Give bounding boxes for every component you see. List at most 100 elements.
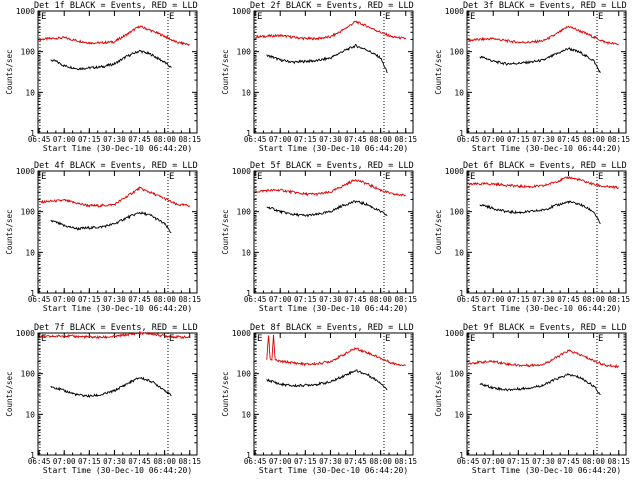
plot-frame [466,170,627,294]
y-axis-title: Counts/sec [221,49,230,94]
x-tick-label: 08:15 [607,135,630,144]
y-axis-title: Counts/sec [5,49,14,94]
y-tick-label: 1 [459,129,464,138]
x-tick-label: 07:15 [507,135,530,144]
x-tick-label: 06:45 [28,457,51,466]
x-tick-label: 07:45 [344,457,367,466]
panel-title: Det 7f BLACK = Events, RED = LLD [34,323,198,333]
x-tick-label: 07:00 [53,295,76,304]
x-axis-title: Start Time (30-Dec-10 06:44:20) [259,304,408,313]
y-tick-label: 1 [30,451,35,460]
x-tick-label: 08:00 [153,135,176,144]
x-tick-label: 07:00 [482,295,505,304]
y-tick-label: 1000 [445,167,464,176]
series-events-line [479,200,601,225]
panel-title: Det 4f BLACK = Events, RED = LLD [34,161,198,171]
x-tick-label: 07:30 [319,295,342,304]
x-tick-label: 06:45 [244,295,267,304]
series-events-line [266,44,388,74]
y-tick-label: 100 [450,48,465,57]
plot-frame [466,332,627,456]
x-tick-label: 08:00 [582,135,605,144]
event-marker-label: E [257,334,262,344]
series-events-line [50,49,172,71]
series-events-line [50,376,172,399]
y-tick-label: 100 [21,370,36,379]
y-tick-label: 100 [237,48,252,57]
detector-panel-5: Det 5f BLACK = Events, RED = LLD 1 10 100 10… [221,161,417,313]
y-tick-label: 10 [454,410,464,419]
y-tick-label: 1 [459,289,464,298]
event-marker-label: E [169,12,174,22]
series-events-line [479,372,601,396]
x-axis-title: Start Time (30-Dec-10 06:44:20) [43,144,192,153]
x-tick-label: 07:15 [507,457,530,466]
y-tick-label: 1000 [232,329,251,338]
x-axis-title: Start Time (30-Dec-10 06:44:20) [472,144,621,153]
x-tick-label: 08:00 [369,457,392,466]
x-tick-label: 08:00 [153,457,176,466]
y-tick-label: 10 [241,248,251,257]
y-axis-title: Counts/sec [434,49,443,94]
y-tick-label: 1000 [16,329,35,338]
event-marker-label: E [598,172,603,182]
x-tick-label: 07:30 [532,457,555,466]
x-tick-label: 07:45 [128,295,151,304]
x-tick-label: 07:45 [557,457,580,466]
x-tick-label: 06:45 [457,295,480,304]
series-lld-line [467,25,619,46]
x-tick-label: 07:45 [128,457,151,466]
x-tick-label: 08:15 [607,457,630,466]
panel-title: Det 3f BLACK = Events, RED = LLD [463,1,627,11]
x-tick-label: 07:15 [78,295,101,304]
plot-frame [253,332,414,456]
panel-title: Det 1f BLACK = Events, RED = LLD [34,1,198,11]
y-axis-title: Counts/sec [5,209,14,254]
x-tick-label: 07:30 [532,135,555,144]
plot-frame [253,170,414,294]
x-tick-label: 08:15 [178,457,201,466]
series-lld-line [254,20,406,41]
series-lld-line [254,179,406,197]
x-tick-label: 06:45 [457,457,480,466]
y-axis-title: Counts/sec [434,371,443,416]
y-tick-label: 10 [241,410,251,419]
x-tick-label: 08:00 [369,295,392,304]
x-tick-label: 07:30 [532,295,555,304]
x-tick-label: 07:45 [557,135,580,144]
series-lld-line [38,330,191,340]
x-tick-label: 07:00 [53,457,76,466]
y-tick-label: 1000 [445,7,464,16]
x-tick-label: 07:00 [482,457,505,466]
x-tick-label: 07:45 [344,295,367,304]
y-tick-label: 1000 [445,329,464,338]
x-axis-title: Start Time (30-Dec-10 06:44:20) [259,144,408,153]
y-tick-label: 10 [25,88,35,97]
x-tick-label: 07:15 [294,457,317,466]
panel-title: Det 8f BLACK = Events, RED = LLD [250,323,414,333]
y-tick-label: 100 [21,208,36,217]
x-tick-label: 07:15 [78,135,101,144]
y-tick-label: 1000 [16,7,35,16]
x-axis-title: Start Time (30-Dec-10 06:44:20) [472,466,621,475]
series-lld-line [467,349,620,369]
x-tick-label: 07:15 [78,457,101,466]
x-tick-label: 07:15 [507,295,530,304]
plot-frame [466,10,627,134]
y-tick-label: 1 [246,451,251,460]
x-tick-label: 07:30 [103,295,126,304]
panel-title: Det 6f BLACK = Events, RED = LLD [463,161,627,171]
y-tick-label: 100 [237,370,252,379]
y-tick-label: 100 [450,370,465,379]
x-tick-label: 07:30 [103,135,126,144]
series-lld-line [266,334,406,367]
x-tick-label: 08:15 [394,457,417,466]
y-tick-label: 10 [25,410,35,419]
y-tick-label: 1000 [16,167,35,176]
y-tick-label: 10 [241,88,251,97]
event-marker-label: E [470,172,475,182]
x-tick-label: 07:45 [344,135,367,144]
event-marker-label: E [385,12,390,22]
event-marker-label: E [169,334,174,344]
